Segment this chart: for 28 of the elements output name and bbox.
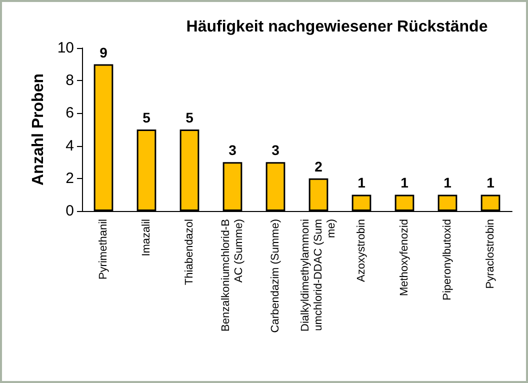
data-label: 5 xyxy=(142,110,151,126)
y-tick-label: 0 xyxy=(66,202,74,220)
data-label: 2 xyxy=(314,158,323,174)
data-label: 1 xyxy=(486,174,495,191)
x-tick-label: Methoxyfenozid xyxy=(398,219,410,296)
x-tick-label: Pyrimethanil xyxy=(98,219,110,280)
data-label: 1 xyxy=(358,174,366,191)
chart-title: Häufigkeit nachgewiesener Rückstände xyxy=(186,18,488,36)
x-tick-label: Piperonylbutoxid xyxy=(442,219,454,300)
x-tick-label: Dialkyldimethylammoniumchlorid-DDAC (Summe) xyxy=(300,219,338,332)
y-tick-label: 10 xyxy=(57,40,74,56)
x-tick-label: Imazalil xyxy=(140,219,152,256)
y-axis-title: Anzahl Proben xyxy=(30,73,47,186)
x-tick-label: Carbendazim (Summe) xyxy=(270,219,282,333)
x-tick-label: Thiabendazol xyxy=(184,219,196,286)
data-label: 3 xyxy=(272,142,280,158)
y-tick-label: 4 xyxy=(66,137,74,154)
data-label: 1 xyxy=(400,174,409,191)
y-tick-label: 8 xyxy=(66,72,74,90)
x-tick-label: Azoxystrobin xyxy=(356,219,368,282)
y-tick-label: 6 xyxy=(66,104,74,122)
data-label: 3 xyxy=(228,142,237,158)
x-tick-label: Benzalkoniumchlorid-BAC (Summe) xyxy=(220,219,245,332)
data-label: 1 xyxy=(444,174,452,191)
data-label: 9 xyxy=(100,44,108,60)
data-label: 5 xyxy=(186,110,194,126)
y-tick-label: 2 xyxy=(66,170,74,187)
x-tick-label: Pyraclostrobin xyxy=(484,219,496,289)
